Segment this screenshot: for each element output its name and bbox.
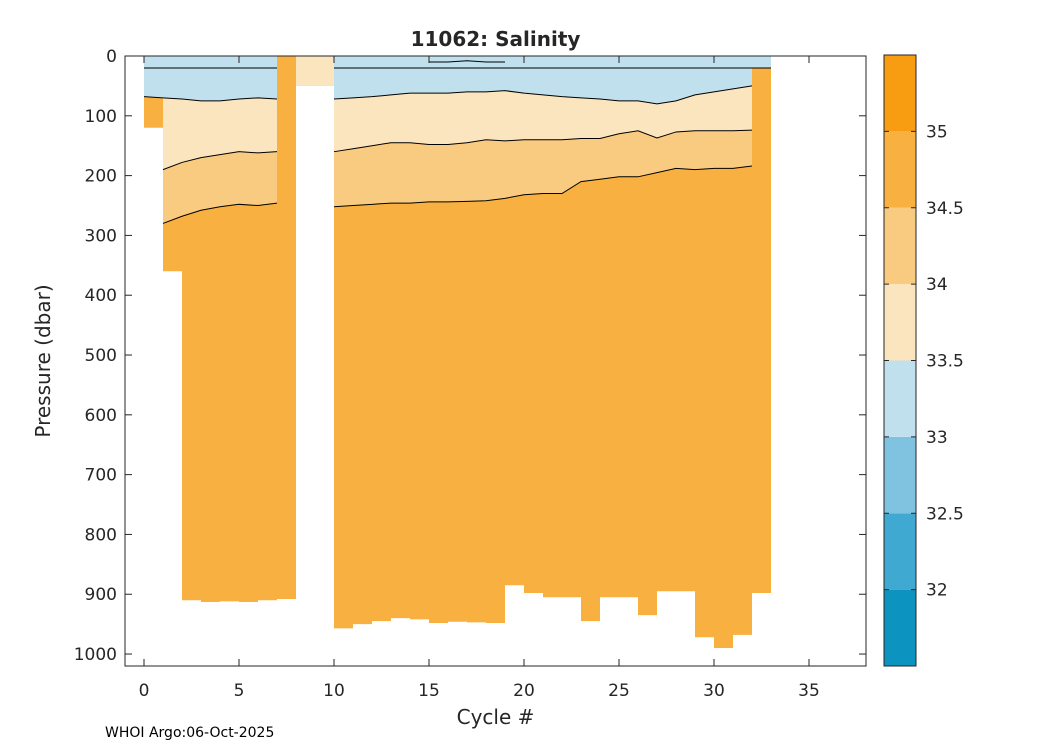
colorbar-tick-label: 35 (926, 122, 948, 142)
x-tick-label: 15 (418, 681, 440, 701)
x-tick-label: 5 (234, 681, 245, 701)
x-axis: 0 5 10 15 20 25 30 35 (139, 56, 820, 701)
x-tick-label: 30 (703, 681, 725, 701)
y-tick-label: 400 (85, 286, 117, 306)
footer-credit: WHOI Argo:06-Oct-2025 (105, 725, 275, 741)
colorbar-band (884, 131, 916, 208)
y-tick-label: 700 (85, 466, 117, 486)
contour-line-33.5 (143, 96, 278, 102)
contour-line-34.5 (333, 165, 753, 208)
y-axis: 0 100 200 300 400 500 600 700 800 900 1000 (74, 47, 866, 665)
y-axis-label: Pressure (dbar) (31, 284, 55, 437)
colorbar-tick-label: 33 (926, 428, 948, 448)
y-tick-label: 1000 (74, 645, 117, 665)
x-tick-label: 20 (513, 681, 535, 701)
contour-line-34.5 (162, 202, 278, 224)
chart-title: 11062: Salinity (411, 27, 581, 51)
colorbar-band (884, 436, 916, 514)
plot-frame (124, 55, 867, 667)
contour-line-33.0 (429, 60, 505, 63)
colorbar-tick-label: 34.5 (926, 199, 964, 219)
contour-line-33.5 (333, 85, 753, 105)
contour-line-34.0 (333, 129, 753, 153)
x-tick-label: 35 (798, 681, 820, 701)
y-tick-label: 100 (85, 107, 117, 127)
x-tick-label: 10 (323, 681, 345, 701)
contour-line-34.0 (162, 151, 278, 171)
colorbar-tick-label: 34 (926, 275, 948, 295)
plot-area: 0 5 10 15 20 25 30 35 0 100 200 300 400 500 600 700 800… (74, 47, 867, 701)
y-tick-label: 500 (85, 346, 117, 366)
x-tick-label: 0 (139, 681, 150, 701)
colorbar-tick-label: 32 (926, 581, 948, 601)
y-tick-label: 600 (85, 406, 117, 426)
y-tick-label: 0 (106, 47, 117, 67)
colorbar-band (884, 513, 916, 590)
colorbar-tick-label: 32.5 (926, 504, 964, 524)
colorbar: 32 32.5 33 33.5 34 34.5 35 (883, 54, 964, 667)
y-tick-label: 200 (85, 167, 117, 187)
colorbar-band (884, 284, 916, 361)
data-gap (296, 85, 334, 666)
colorbar-tick-label: 33.5 (926, 352, 964, 372)
x-tick-label: 25 (608, 681, 630, 701)
colorbar-band (884, 589, 916, 666)
salinity-fill-layers (144, 56, 771, 666)
x-axis-label: Cycle # (457, 705, 535, 729)
y-tick-label: 300 (85, 226, 117, 246)
colorbar-band (884, 207, 916, 285)
data-gap-surface (296, 56, 334, 86)
fill-band-surface (144, 56, 277, 68)
colorbar-band (884, 360, 916, 437)
colorbar-band (884, 55, 916, 132)
fill-band-surface (334, 56, 771, 68)
contour-lines (143, 60, 771, 224)
y-tick-label: 800 (85, 525, 117, 545)
y-tick-label: 900 (85, 585, 117, 605)
